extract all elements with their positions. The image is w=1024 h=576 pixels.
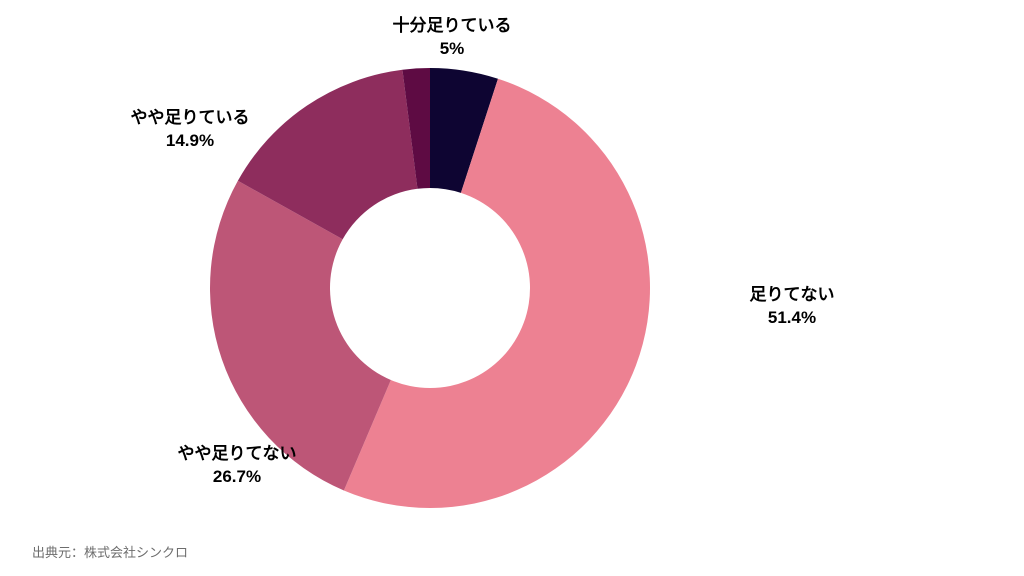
- label-name: やや足りている: [131, 107, 250, 130]
- label-somewhat-not-enough: やや足りてない26.7%: [178, 443, 297, 489]
- chart-stage: 十分足りている5% 足りてない51.4% やや足りてない26.7% やや足りている14…: [0, 0, 1024, 576]
- label-not-enough: 足りてない51.4%: [750, 284, 835, 330]
- label-percent: 51.4%: [750, 307, 835, 330]
- donut-chart: [0, 0, 1024, 576]
- label-somewhat-sufficient: やや足りている14.9%: [131, 107, 250, 153]
- label-sufficient: 十分足りている5%: [393, 15, 512, 61]
- label-name: 十分足りている: [393, 15, 512, 38]
- label-name: 足りてない: [750, 284, 835, 307]
- label-name: やや足りてない: [178, 443, 297, 466]
- label-percent: 14.9%: [131, 130, 250, 153]
- label-percent: 5%: [393, 38, 512, 61]
- label-percent: 26.7%: [178, 466, 297, 489]
- source-citation: 出典元：株式会社シンクロ: [32, 542, 188, 561]
